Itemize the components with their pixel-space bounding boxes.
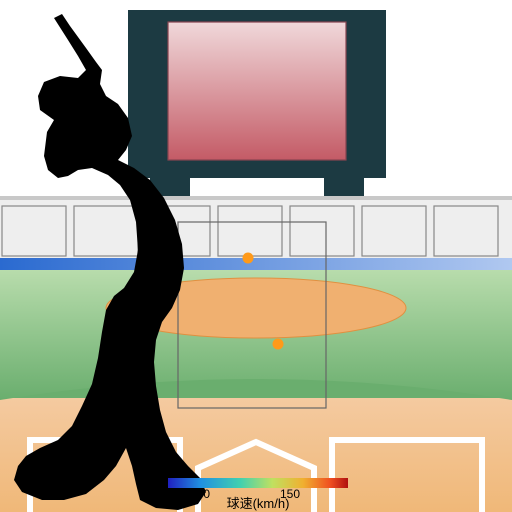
pitch-chart: 100150球速(km/h) [0, 0, 512, 512]
pitch-marker [243, 253, 254, 264]
warning-track-band [0, 258, 512, 270]
outfield-wall [0, 200, 512, 260]
legend-axis-label: 球速(km/h) [227, 496, 290, 511]
legend-tick: 100 [190, 487, 210, 501]
scoreboard-screen [168, 22, 346, 160]
pitch-marker [273, 339, 284, 350]
